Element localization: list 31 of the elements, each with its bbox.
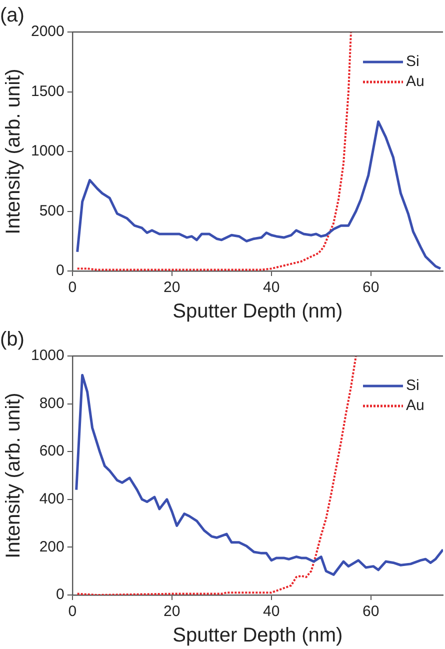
y-tick-label: 1000 [30, 347, 64, 364]
x-tick-label: 20 [164, 279, 180, 296]
y-tick-label: 2000 [30, 23, 64, 40]
y-tick-label: 200 [39, 538, 64, 556]
x-axis-title: Sputter Depth (nm) [172, 624, 343, 647]
y-tick-label: 1500 [30, 82, 64, 100]
x-tick-label: 60 [362, 279, 380, 296]
chart-title: (a) [0, 4, 24, 27]
y-tick-label: 0 [56, 586, 64, 604]
line-series [76, 32, 352, 271]
line-series [76, 356, 357, 595]
y-tick-label: 600 [39, 442, 64, 460]
x-tick-label: 60 [362, 603, 380, 620]
y-tick-label: 500 [39, 202, 64, 220]
x-tick-label: 20 [164, 603, 180, 620]
x-tick-label: 0 [68, 603, 77, 620]
legend-label: Au [406, 73, 424, 90]
chart-title: (b) [0, 328, 24, 351]
legend-label: Si [406, 377, 420, 394]
y-axis-title: Intensity (arb. unit) [2, 68, 25, 234]
y-axis-title: Intensity (arb. unit) [2, 392, 25, 558]
x-tick-label: 40 [263, 603, 280, 620]
y-tick-label: 1000 [30, 142, 64, 160]
y-tick-label: 800 [39, 394, 64, 412]
x-tick-label: 0 [68, 279, 77, 296]
x-axis-title: Sputter Depth (nm) [172, 300, 343, 323]
x-tick-label: 40 [263, 279, 280, 296]
y-tick-label: 400 [39, 490, 64, 508]
y-tick-label: 0 [56, 262, 64, 280]
legend-label: Au [406, 397, 424, 414]
legend-label: Si [406, 53, 420, 70]
